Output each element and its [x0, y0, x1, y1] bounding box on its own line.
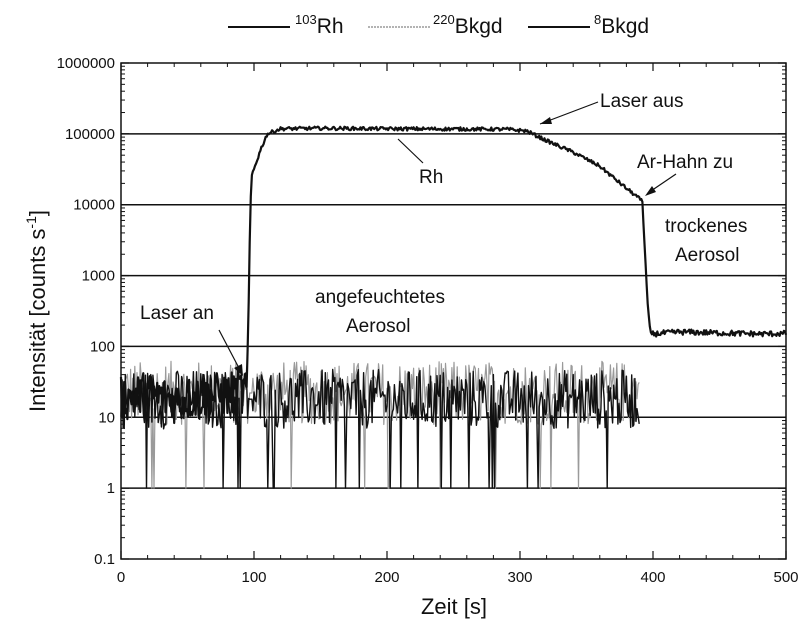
annotation-ar-hahn-zu: Ar-Hahn zu	[637, 152, 733, 173]
legend-label-rh: Rh	[317, 15, 344, 38]
plot-frame	[120, 62, 787, 560]
annotation-trockenes: trockenes	[665, 216, 747, 237]
y-tick-label: 10000	[73, 197, 115, 214]
series-line-1	[119, 125, 788, 425]
x-axis-title: Zeit [s]	[421, 594, 487, 619]
y-tick-label: 1000	[82, 268, 115, 285]
legend-sup-bkgd-220: 220	[433, 12, 455, 27]
legend-label-bkgd-220: Bkgd	[455, 15, 503, 38]
y-axis-title-main: Intensität [counts s	[25, 229, 50, 412]
annotation-angefeuchtetes: angefeuchtetes	[315, 287, 445, 308]
x-tick-label: 500	[773, 569, 798, 586]
gridlines	[121, 133, 786, 489]
legend-entry-bkgd-8: 8Bkgd	[594, 12, 649, 38]
y-tick-label: 0.1	[94, 551, 115, 568]
x-tick-label: 200	[374, 569, 399, 586]
x-tick-label: 100	[241, 569, 266, 586]
series-line-2	[120, 360, 640, 489]
legend: 103Rh 220Bkgd 8Bkgd	[228, 12, 649, 38]
legend-entry-bkgd-220: 220Bkgd	[433, 12, 503, 38]
x-axis-ticks: 0 100 200 300 400 500	[117, 63, 799, 586]
annotation-rh: Rh	[419, 167, 443, 188]
y-axis-title: Intensität [counts s-1]	[23, 210, 50, 412]
y-tick-label: 1000000	[57, 55, 115, 72]
legend-label-bkgd-8: Bkgd	[601, 15, 649, 38]
y-axis-ticks: 0.1 1 10 100 1000 10000 100000 1000000	[57, 55, 786, 568]
x-tick-label: 0	[117, 569, 125, 586]
arrowhead-laser-an	[234, 364, 243, 376]
y-tick-label: 100	[90, 338, 115, 355]
x-tick-label: 300	[507, 569, 532, 586]
y-axis-title-sup: -1	[23, 216, 39, 229]
y-tick-label: 10	[98, 409, 115, 426]
legend-sup-rh: 103	[295, 12, 317, 27]
series-line-3	[120, 368, 640, 489]
arrowhead-laser-aus	[540, 117, 552, 124]
annotation-aerosol-dry: Aerosol	[675, 245, 739, 266]
x-tick-label: 400	[640, 569, 665, 586]
legend-entry-rh: 103Rh	[295, 12, 344, 38]
arrow-laser-an	[218, 329, 241, 371]
y-tick-label: 1	[107, 480, 115, 497]
y-axis-title-end: ]	[25, 210, 50, 216]
y-tick-label: 100000	[65, 126, 115, 143]
annotation-laser-an: Laser an	[140, 303, 214, 324]
arrowhead-ar-hahn-zu	[645, 186, 656, 196]
legend-sup-bkgd-8: 8	[594, 12, 601, 27]
pointer-rh	[397, 138, 424, 164]
annotation-laser-aus: Laser aus	[600, 91, 683, 112]
annotation-aerosol-wet: Aerosol	[346, 316, 410, 337]
annotations: Laser aus Rh Ar-Hahn zu trockenes Aeroso…	[140, 91, 747, 376]
series-group	[119, 125, 788, 489]
